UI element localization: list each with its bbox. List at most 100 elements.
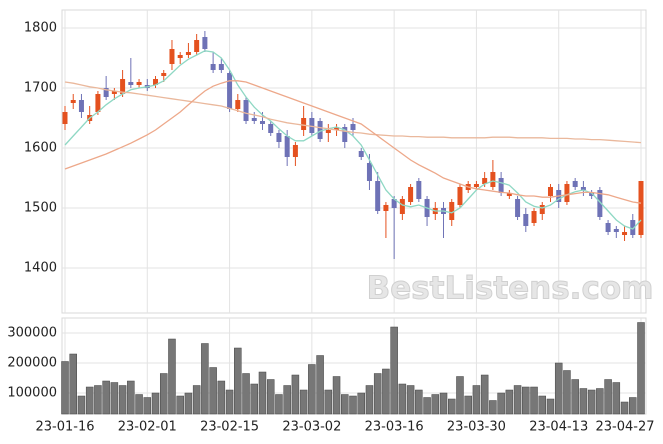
candle-body [136, 82, 142, 85]
volume-bar [143, 397, 152, 415]
volume-bar [357, 392, 365, 415]
volume-bar [308, 364, 316, 415]
candle-body [630, 220, 636, 235]
volume-bar [168, 338, 176, 415]
volume-bar [324, 389, 333, 415]
volume-bar [250, 383, 259, 415]
volume-bar [127, 380, 135, 415]
candle-body [103, 88, 109, 97]
volume-bar [612, 382, 621, 415]
moving-average-line [64, 81, 642, 144]
volume-bar [234, 347, 242, 415]
volume-bar [546, 398, 555, 415]
volume-bar [266, 379, 275, 415]
volume-bar [604, 379, 612, 415]
volume-bar [283, 385, 291, 415]
x-tick-label: 23-03-30 [447, 420, 506, 435]
candle-body [251, 118, 257, 121]
volume-bar [291, 374, 300, 415]
y-tick-label: 100000 [7, 386, 57, 401]
volume-bar [505, 389, 514, 415]
candle-body [177, 55, 183, 58]
volume-bar [118, 385, 127, 415]
price-frame [61, 9, 647, 314]
volume-bar [209, 367, 217, 415]
candle-body [622, 232, 628, 235]
volume-bar [299, 389, 308, 415]
volume-bar [513, 385, 522, 415]
volume-bar [415, 389, 423, 415]
y-tick-label: 200000 [7, 356, 57, 371]
volume-bar [258, 371, 267, 415]
candle-body [490, 172, 496, 187]
volume-bar [61, 361, 69, 415]
x-tick-label: 23-04-13 [529, 420, 588, 435]
candle-body [399, 199, 405, 214]
candle-body [572, 181, 578, 187]
volume-bar [275, 394, 283, 415]
volume-bar [159, 373, 168, 415]
volume-bar [102, 380, 110, 415]
candle-body [161, 73, 167, 76]
candle-body [120, 79, 126, 94]
candle-body [358, 151, 364, 157]
candle-body [473, 184, 479, 187]
volume-bar [151, 392, 160, 415]
candle-body [284, 136, 290, 157]
volume-bar [398, 383, 407, 415]
candle-body [613, 229, 619, 232]
candle-body [128, 82, 134, 85]
candle-body [95, 94, 101, 112]
volume-bar [341, 394, 349, 415]
volume-bar [538, 395, 547, 415]
candle-body [185, 52, 191, 55]
candle-body [416, 181, 422, 199]
candle-body [309, 118, 315, 133]
volume-bar [94, 385, 102, 415]
volume-bar [456, 376, 464, 415]
y-tick-label: 1400 [24, 261, 57, 276]
candle-body [408, 187, 414, 202]
volume-bar [390, 326, 398, 415]
volume-bar [579, 388, 588, 415]
candle-body [276, 133, 282, 142]
candle-body [111, 91, 117, 94]
volume-bar [554, 362, 563, 415]
x-tick-label: 23-01-16 [35, 420, 94, 435]
candle-body [301, 118, 307, 130]
y-tick-label: 1800 [24, 21, 57, 36]
volume-bar [472, 385, 481, 415]
volume-bar [439, 392, 448, 415]
candle-body [194, 40, 200, 52]
candle-body [523, 214, 529, 226]
volume-bar [242, 373, 250, 415]
candle-body [350, 124, 356, 130]
candle-body [539, 205, 545, 214]
candle-body [317, 121, 323, 139]
volume-bar [596, 388, 604, 415]
candle-body [259, 121, 265, 124]
x-tick-label: 23-03-16 [365, 420, 424, 435]
y-tick-label: 300000 [7, 326, 57, 341]
candle-body [169, 49, 175, 64]
volume-bar [69, 353, 77, 415]
volume-bar [365, 385, 374, 415]
volume-bar [620, 401, 629, 415]
volume-bar [431, 394, 440, 415]
candle-body [153, 79, 159, 85]
candle-body [531, 211, 537, 223]
candle-body [366, 163, 372, 181]
candle-body [202, 37, 208, 49]
volume-bar [480, 374, 489, 415]
candle-body [383, 205, 389, 211]
volume-bar [192, 385, 201, 415]
volume-bar [184, 392, 193, 415]
volume-bar [77, 395, 86, 415]
x-tick-label: 23-02-01 [118, 420, 177, 435]
candle-body [597, 190, 603, 217]
volume-bar [406, 385, 415, 415]
volume-bar [563, 370, 571, 415]
volume-bar [423, 397, 431, 415]
y-tick-label: 1500 [24, 201, 57, 216]
